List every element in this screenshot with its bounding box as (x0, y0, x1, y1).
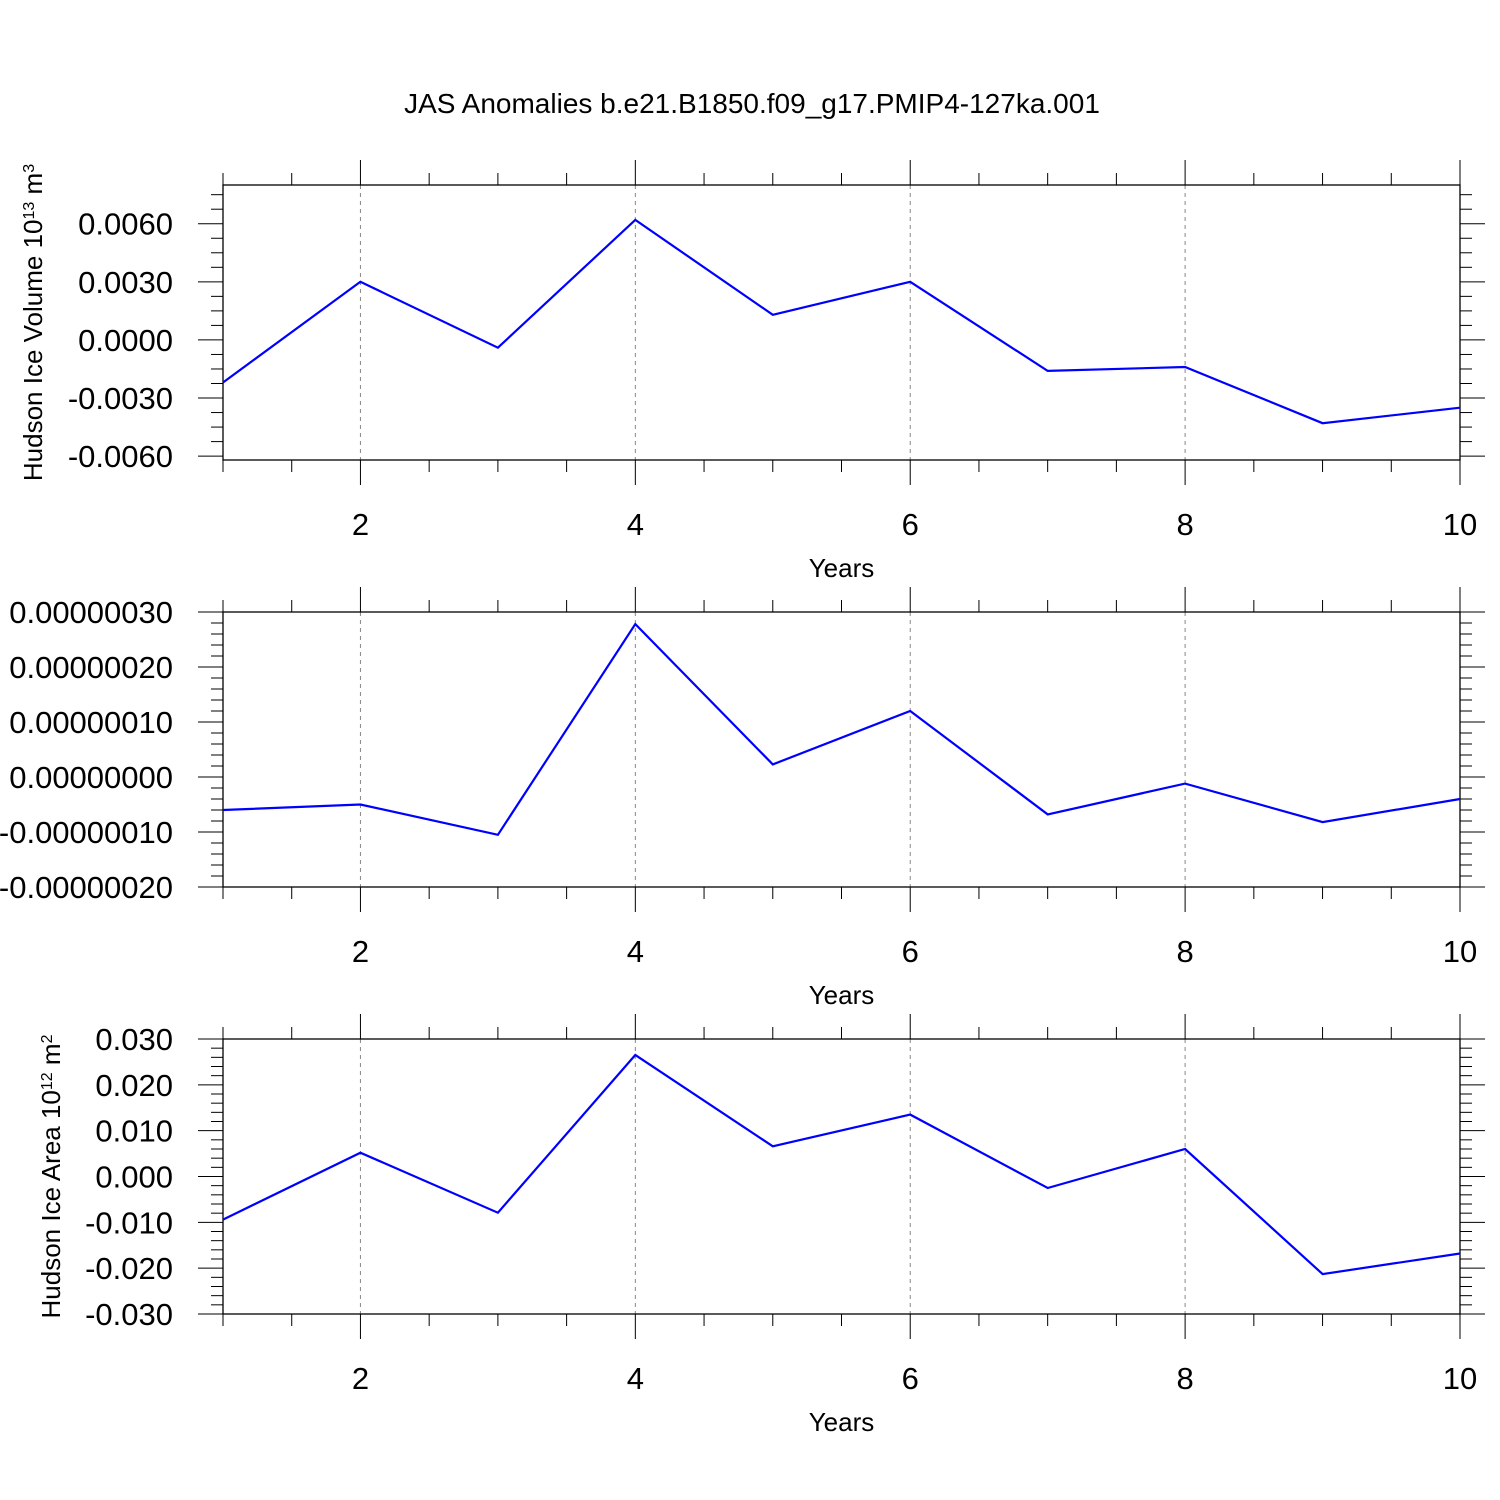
chart-panel-3: -0.030 -0.020 -0.010 0.000 0.010 0.020 0.030 2 4… (36, 1014, 1485, 1437)
x-tick-label: 10 (1443, 507, 1477, 542)
x-axis-label: Years (809, 1407, 875, 1437)
y-tick-label: 0.020 (95, 1068, 173, 1103)
x-tick-label: 2 (352, 1361, 369, 1396)
y-tick-label: 0.0060 (78, 207, 173, 242)
chart-panel-2: -0.00000020 -0.00000010 0.00000000 0.000000… (0, 587, 1485, 1010)
x-tick-label: 6 (902, 507, 919, 542)
y-tick-label: 0.0030 (78, 265, 173, 300)
y-tick-label: 0.030 (95, 1022, 173, 1057)
x-tick-label: 10 (1443, 1361, 1477, 1396)
x-tick-label: 4 (627, 507, 644, 542)
y-axis-label: Hudson Ice Volume 1013 m3 (18, 164, 48, 481)
series-line (222, 218, 1461, 425)
chart-panel-1: -0.0060 -0.0030 0.0000 0.0030 0.0060 2 4 6 8 10 Ye… (18, 160, 1485, 583)
y-axis-label-superscript: 3 (21, 164, 38, 173)
x-axis-label: Years (809, 553, 875, 583)
x-tick-label: 4 (627, 1361, 644, 1396)
x-tick-label: 2 (352, 934, 369, 969)
y-tick-label: 0.010 (95, 1114, 173, 1149)
x-tick-label: 10 (1443, 934, 1477, 969)
x-axis-label: Years (809, 980, 875, 1010)
y-tick-label: -0.020 (85, 1251, 173, 1286)
y-tick-label: 0.0000 (78, 323, 173, 358)
x-tick-label: 2 (352, 507, 369, 542)
y-axis-label-text: Hudson Ice Area 10 (36, 1090, 66, 1318)
x-tick-label: 8 (1176, 934, 1193, 969)
y-tick-label: -0.010 (85, 1205, 173, 1240)
y-tick-label: 0.00000030 (9, 595, 173, 630)
y-axis-label-text: Hudson Ice Volume 10 (18, 219, 48, 481)
y-tick-label: -0.0060 (68, 439, 173, 474)
figure-title: JAS Anomalies b.e21.B1850.f09_g17.PMIP4-… (404, 88, 1100, 119)
y-axis-label: Hudson Ice Area 1012 m2 (36, 1034, 66, 1318)
y-axis-label-text: m (36, 1043, 66, 1072)
series-line (222, 1053, 1461, 1276)
y-axis-label-superscript: 12 (39, 1072, 56, 1090)
x-tick-label: 8 (1176, 1361, 1193, 1396)
y-tick-label: -0.030 (85, 1297, 173, 1332)
x-tick-label: 6 (902, 1361, 919, 1396)
y-axis-label-text: m (18, 173, 48, 202)
y-tick-label: 0.00000000 (9, 760, 173, 795)
x-tick-label: 4 (627, 934, 644, 969)
y-tick-label: 0.000 (95, 1160, 173, 1195)
series-line (222, 622, 1461, 837)
y-tick-label: 0.00000020 (9, 650, 173, 685)
y-tick-label: -0.00000020 (0, 870, 173, 905)
y-tick-label: 0.00000010 (9, 705, 173, 740)
x-tick-label: 6 (902, 934, 919, 969)
panels: -0.0060 -0.0030 0.0000 0.0030 0.0060 2 4 6 8 10 Ye… (0, 160, 1485, 1437)
x-tick-label: 8 (1176, 507, 1193, 542)
y-axis-label-superscript: 2 (39, 1034, 56, 1043)
y-tick-label: -0.0030 (68, 381, 173, 416)
y-axis-label-superscript: 13 (21, 202, 38, 220)
y-tick-label: -0.00000010 (0, 815, 173, 850)
